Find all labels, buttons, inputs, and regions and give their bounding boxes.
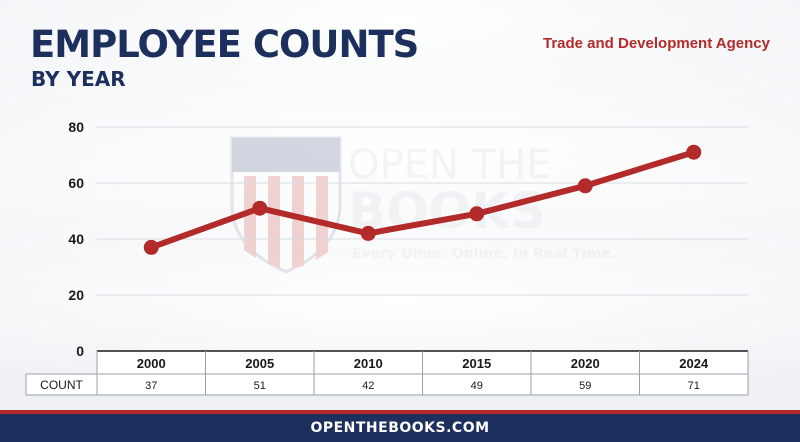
data-point xyxy=(469,206,485,222)
table-rowhead-background xyxy=(26,374,97,395)
data-label: 37 xyxy=(145,380,157,392)
data-point xyxy=(577,178,593,194)
x-category-label: 2000 xyxy=(137,356,166,371)
x-category-label: 2010 xyxy=(354,356,383,371)
y-tick-label: 0 xyxy=(76,343,84,359)
series-count xyxy=(143,144,702,255)
data-point xyxy=(686,144,702,160)
data-point xyxy=(143,239,159,255)
data-label: 42 xyxy=(362,380,374,392)
data-point xyxy=(252,200,268,216)
y-tick-label: 20 xyxy=(68,287,84,303)
watermark-line1: OPEN THE xyxy=(348,142,551,188)
employee-count-chart: OPEN THE BOOKS Every Dime. Online. In Re… xyxy=(25,119,749,396)
series-line xyxy=(148,149,697,251)
data-label: 49 xyxy=(471,380,483,392)
data-label: 71 xyxy=(688,380,700,392)
data-label: 51 xyxy=(254,380,266,392)
shield-logo xyxy=(230,136,342,274)
data-point xyxy=(360,225,376,241)
x-category-label: 2005 xyxy=(245,356,274,371)
x-category-label: 2024 xyxy=(679,356,709,371)
footer-accent xyxy=(0,410,800,414)
y-tick-label: 60 xyxy=(68,175,84,191)
watermark-tagline: Every Dime. Online. In Real Time. xyxy=(352,246,616,262)
agency-name: Trade and Development Agency xyxy=(542,35,770,52)
data-table: COUNT 2000 37 2005 51 2010 42 2015 49 2020 59 2024 7… xyxy=(25,350,749,396)
page-title: EMPLOYEE COUNTS xyxy=(30,23,419,66)
table-row-header: COUNT xyxy=(40,378,83,392)
y-tick-label: 80 xyxy=(68,119,84,135)
page-subtitle: BY YEAR xyxy=(31,67,126,91)
data-label: 59 xyxy=(579,380,591,392)
y-tick-label: 40 xyxy=(68,231,84,247)
open-the-books-watermark: OPEN THE BOOKS Every Dime. Online. In Re… xyxy=(230,136,616,274)
y-axis-labels: 0 20 40 60 80 xyxy=(68,119,84,359)
x-category-label: 2020 xyxy=(571,356,600,371)
x-category-label: 2015 xyxy=(462,356,491,371)
footer-site: OPENTHEBOOKS.COM xyxy=(310,420,490,436)
chart-grid xyxy=(97,126,748,296)
footer-bar: OPENTHEBOOKS.COM xyxy=(0,414,800,442)
